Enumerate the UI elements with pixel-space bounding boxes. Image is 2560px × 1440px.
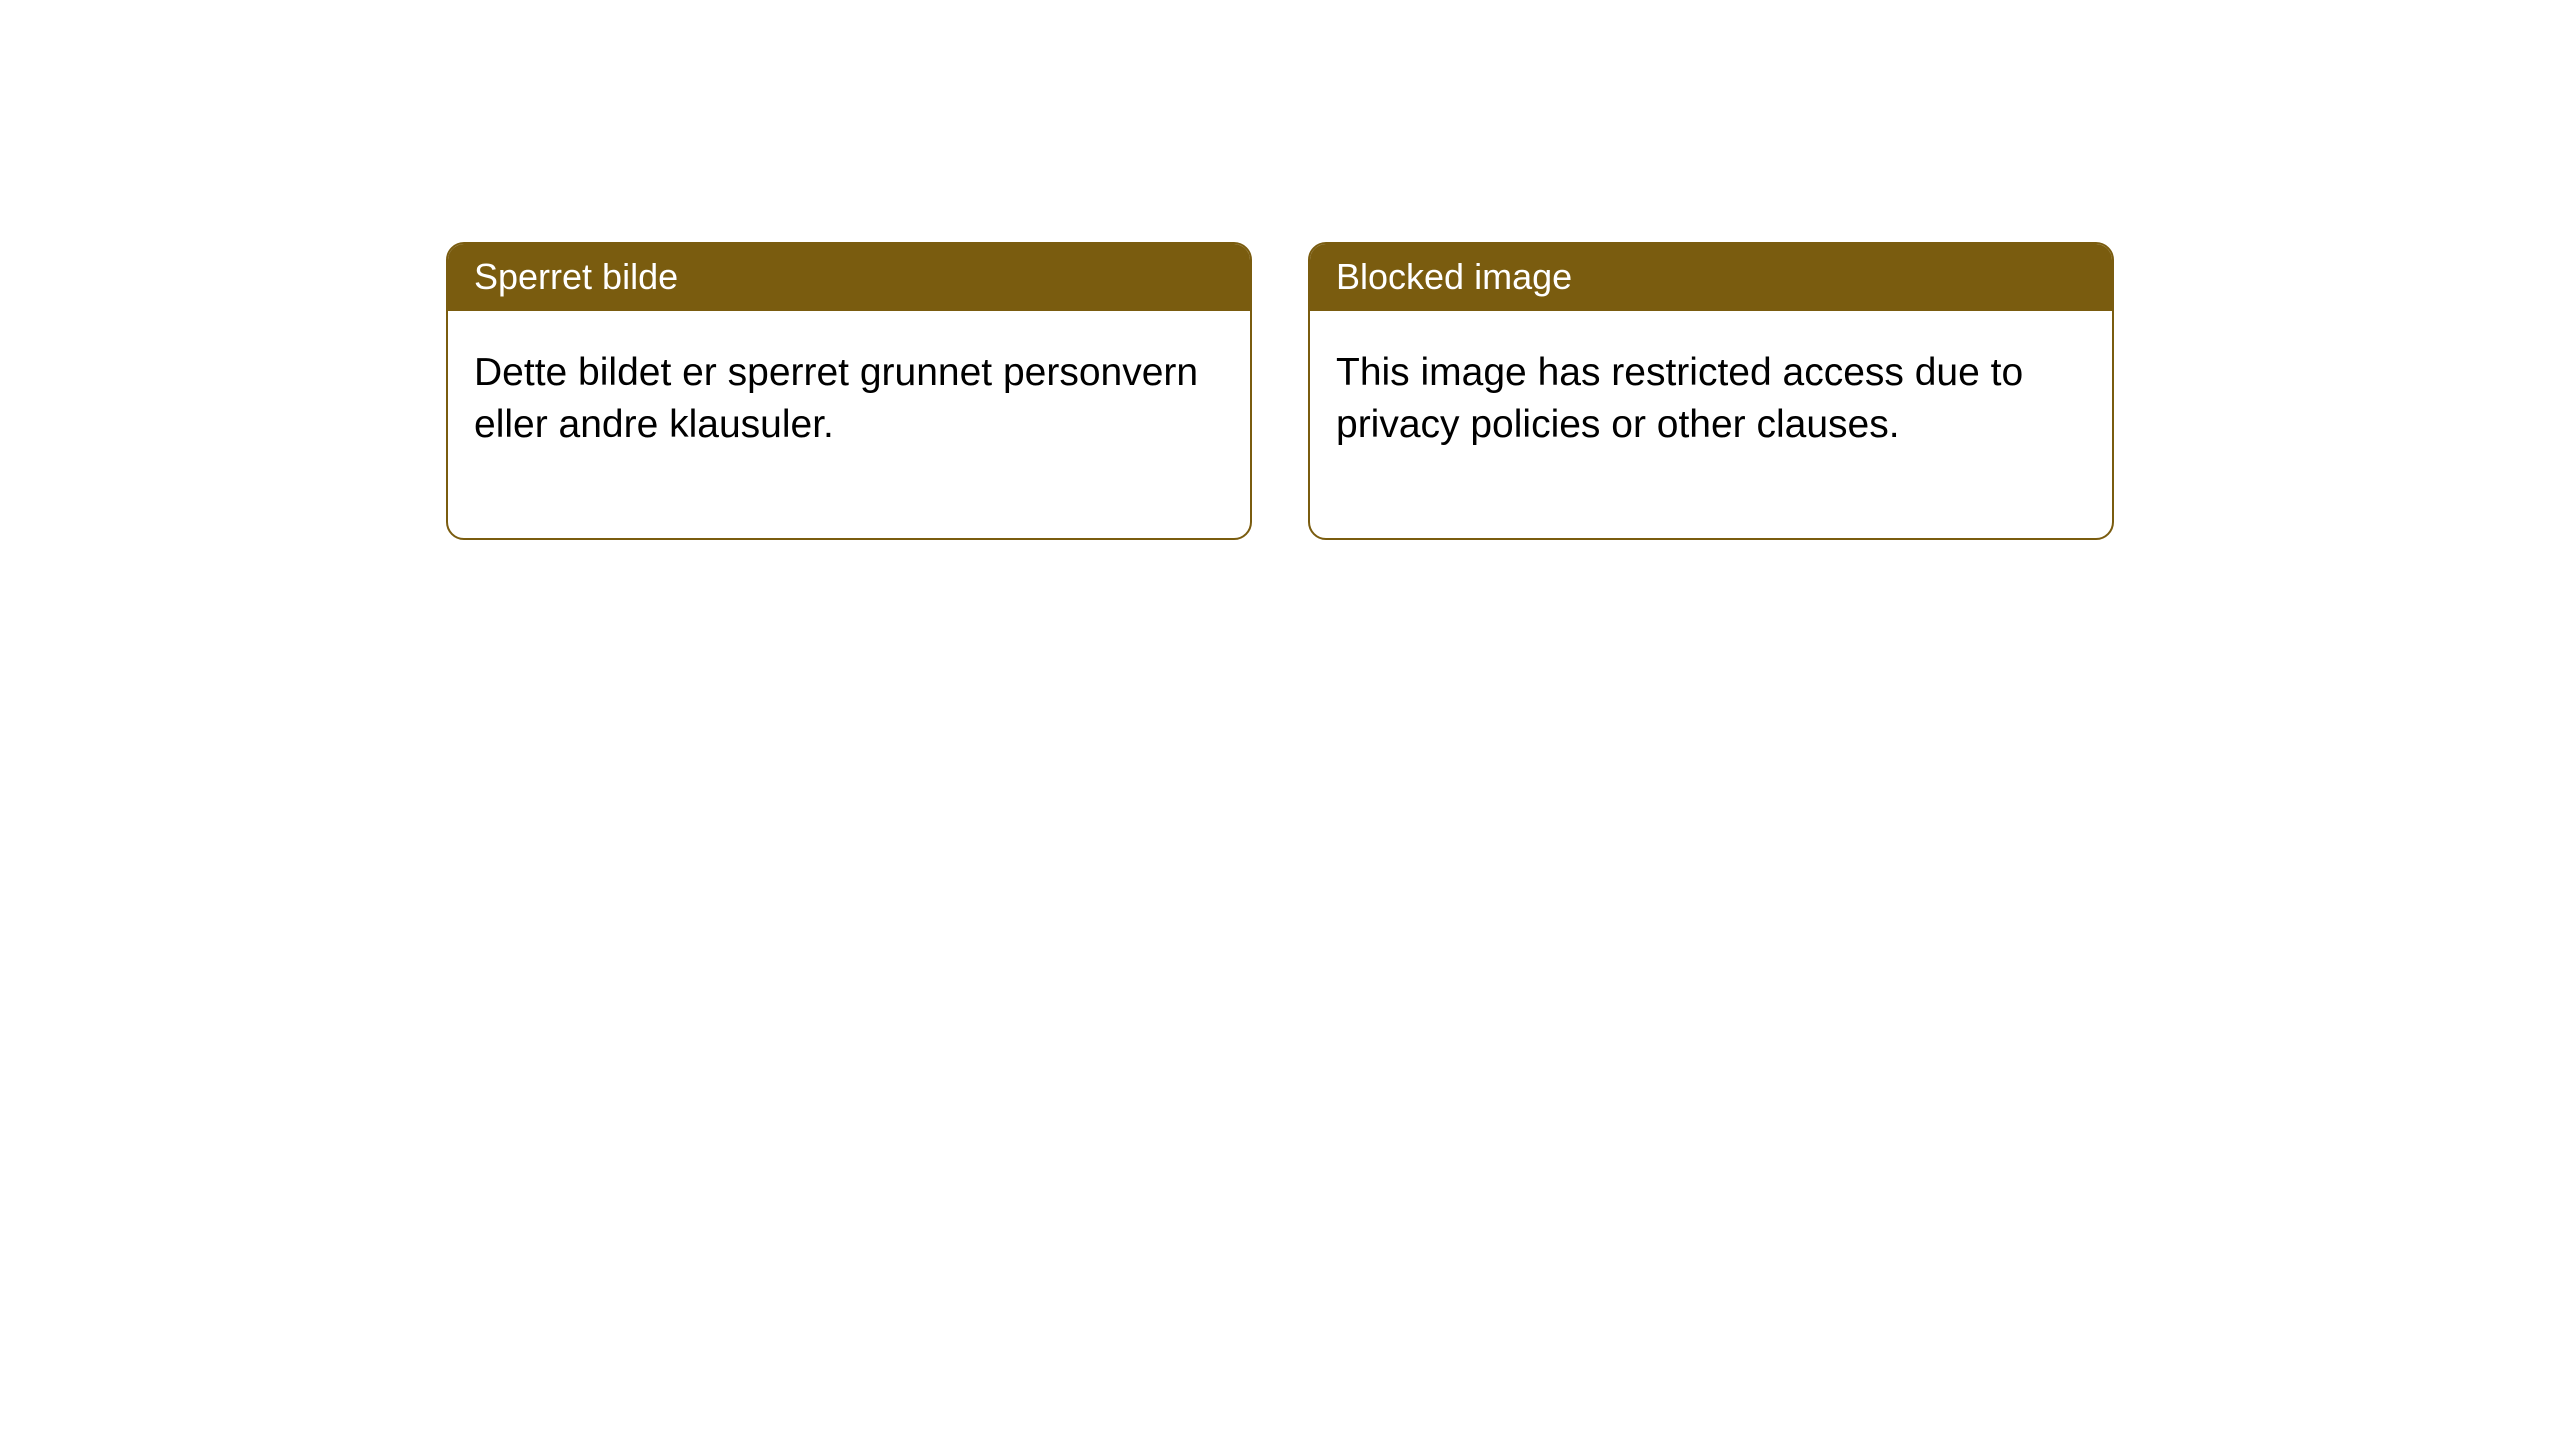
notice-header: Blocked image — [1310, 244, 2112, 311]
notice-card-norwegian: Sperret bilde Dette bildet er sperret gr… — [446, 242, 1252, 540]
notice-header: Sperret bilde — [448, 244, 1250, 311]
notice-card-english: Blocked image This image has restricted … — [1308, 242, 2114, 540]
notice-body: This image has restricted access due to … — [1310, 311, 2112, 538]
notice-container: Sperret bilde Dette bildet er sperret gr… — [446, 242, 2114, 540]
notice-body: Dette bildet er sperret grunnet personve… — [448, 311, 1250, 538]
